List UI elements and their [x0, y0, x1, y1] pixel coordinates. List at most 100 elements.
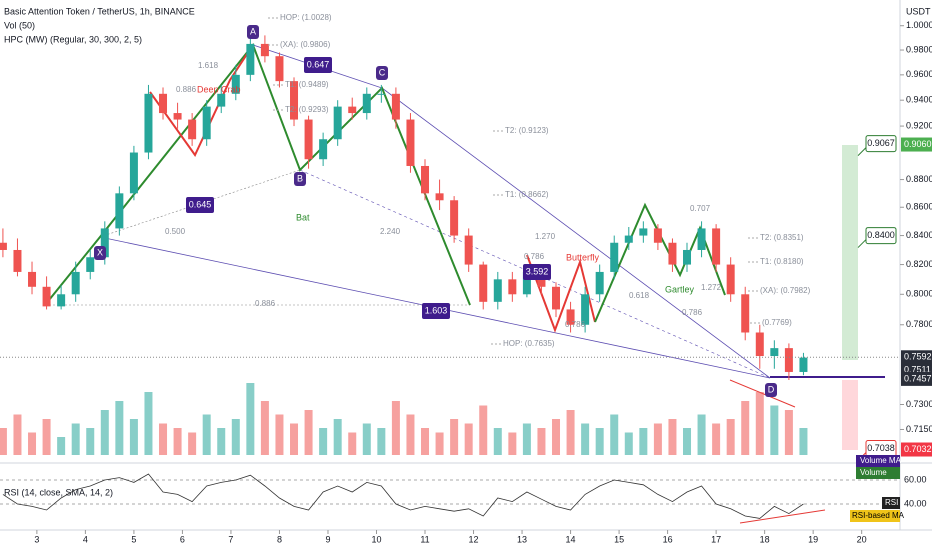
volume-bar: [28, 432, 37, 455]
annotation: 0.786: [524, 252, 545, 261]
annotation: Gartley: [665, 284, 695, 294]
point-badge: [376, 66, 388, 80]
candle-body: [377, 93, 386, 95]
annotation: 1.272: [701, 283, 722, 292]
y-tick-label: 0.8000: [906, 289, 932, 299]
volume-bar: [13, 414, 22, 455]
y-tick-label: 1.0000: [906, 20, 932, 30]
price-tag-label: 0.7511: [904, 365, 931, 375]
target-label: 0.9067: [867, 138, 895, 148]
candle-body: [13, 249, 22, 272]
candle-body: [770, 348, 779, 357]
target-label: 0.7038: [867, 443, 895, 453]
point-label: A: [250, 26, 256, 36]
ratio-box: [186, 197, 214, 213]
y-tick-label: 0.8800: [906, 174, 932, 184]
volume-bar: [362, 423, 371, 455]
candle-body: [246, 43, 255, 75]
candle-body: [450, 200, 459, 236]
candle-body: [799, 357, 808, 372]
candle-body: [668, 242, 677, 265]
candle-body: [159, 93, 168, 114]
candle-body: [566, 309, 575, 325]
y-tick-label: 0.8200: [906, 259, 932, 269]
candle-body: [304, 119, 313, 160]
price-tag-label: 0.7032: [904, 444, 932, 454]
y-tick-label: 0.7800: [906, 319, 932, 329]
candle-body: [741, 294, 750, 333]
x-tick-label: 11: [420, 534, 429, 544]
y-tick-label: 0.9800: [906, 44, 932, 54]
crab-pattern: [149, 44, 254, 157]
volume-bar: [86, 428, 95, 455]
candle-body: [28, 271, 37, 287]
candle-body: [231, 74, 240, 94]
rsi-tick-label: 60.00: [904, 474, 927, 484]
volume-bar: [144, 392, 153, 455]
volume-bar: [406, 414, 415, 455]
y-tick-label: 0.9200: [906, 120, 932, 130]
candle-body: [217, 93, 226, 107]
point-label: X: [97, 247, 103, 257]
candle-body: [260, 43, 269, 57]
candle-body: [624, 235, 633, 243]
candle-body: [697, 228, 706, 250]
annotation: Butterfly: [566, 252, 600, 262]
candle-body: [100, 228, 109, 258]
candle-body: [173, 113, 182, 120]
ratio-box: [304, 57, 332, 73]
candle-body: [493, 279, 502, 302]
volume-bar: [450, 419, 459, 455]
volume-bar: [755, 392, 764, 455]
candle-body: [581, 294, 590, 325]
rsi-line: [2, 473, 804, 519]
rsi-badge: [882, 497, 900, 509]
annotation: 0.786: [682, 308, 703, 317]
candle-body: [595, 271, 604, 295]
legend-badge: [856, 455, 900, 467]
rsi-badge-label: RSI-based MA: [852, 511, 905, 520]
ratio-label: 3.592: [526, 266, 549, 276]
candle-body: [421, 165, 430, 194]
x-tick-label: 14: [566, 534, 576, 544]
candle-body: [653, 228, 662, 243]
candle-body: [202, 106, 211, 140]
y-tick-label: 0.7150: [906, 424, 932, 434]
x-tick-label: 15: [614, 534, 624, 544]
volume-bar: [260, 401, 269, 455]
x-tick-label: 8: [277, 534, 282, 544]
volume-bar: [304, 410, 313, 455]
target-pointer: [857, 147, 867, 156]
volume-bar: [348, 432, 357, 455]
annotation: T2: (0.9293): [285, 105, 329, 114]
annotation: Bat: [296, 212, 310, 222]
pattern-line: [381, 87, 771, 379]
volume-bar: [391, 401, 400, 455]
annotation: T2: (0.8351): [760, 233, 804, 242]
target-label: 0.8400: [867, 230, 895, 240]
target-zone: [842, 145, 858, 360]
ratio-label: 1.603: [425, 305, 448, 315]
rsi-badge: [850, 510, 900, 522]
annotation: 0.618: [629, 291, 650, 300]
volume-bar: [57, 437, 66, 455]
volume-bar: [377, 428, 386, 455]
x-tick-label: 13: [517, 534, 527, 544]
volume-bar: [581, 423, 590, 455]
point-badge: [294, 172, 306, 186]
volume-bar: [159, 423, 168, 455]
price-tag: [901, 350, 932, 365]
candle-body: [755, 332, 764, 357]
volume-bar: [217, 428, 226, 455]
x-tick-label: 6: [180, 534, 185, 544]
y-tick-label: 0.9600: [906, 69, 932, 79]
indicator-label: HPC (MW) (Regular, 30, 300, 2, 5): [4, 34, 142, 44]
price-tag-label: 0.7457: [904, 373, 932, 383]
y-tick-label: 0.8600: [906, 202, 932, 212]
volume-bar: [610, 414, 619, 455]
volume-bar: [421, 428, 430, 455]
candle-body: [464, 235, 473, 265]
annotation: T1: (0.9489): [285, 80, 329, 89]
